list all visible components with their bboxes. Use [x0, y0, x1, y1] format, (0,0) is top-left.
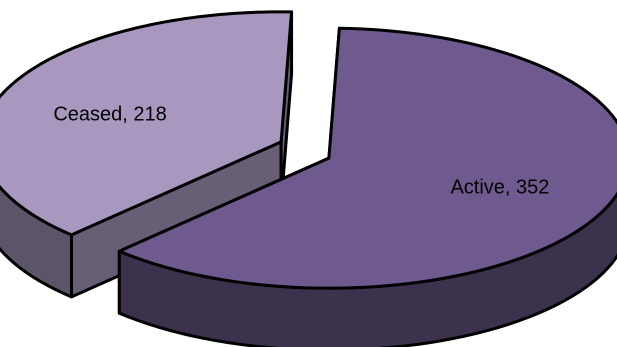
pie-labels: Active, 352 Ceased, 218	[53, 104, 549, 199]
pie-slice-active	[117, 26, 617, 347]
data-label-ceased: Ceased, 218	[53, 104, 166, 126]
pie-slices	[0, 10, 617, 347]
pie-slice-top-face	[117, 26, 617, 290]
data-label-active: Active, 352	[450, 176, 549, 198]
pie-slice-top-face	[0, 10, 294, 237]
